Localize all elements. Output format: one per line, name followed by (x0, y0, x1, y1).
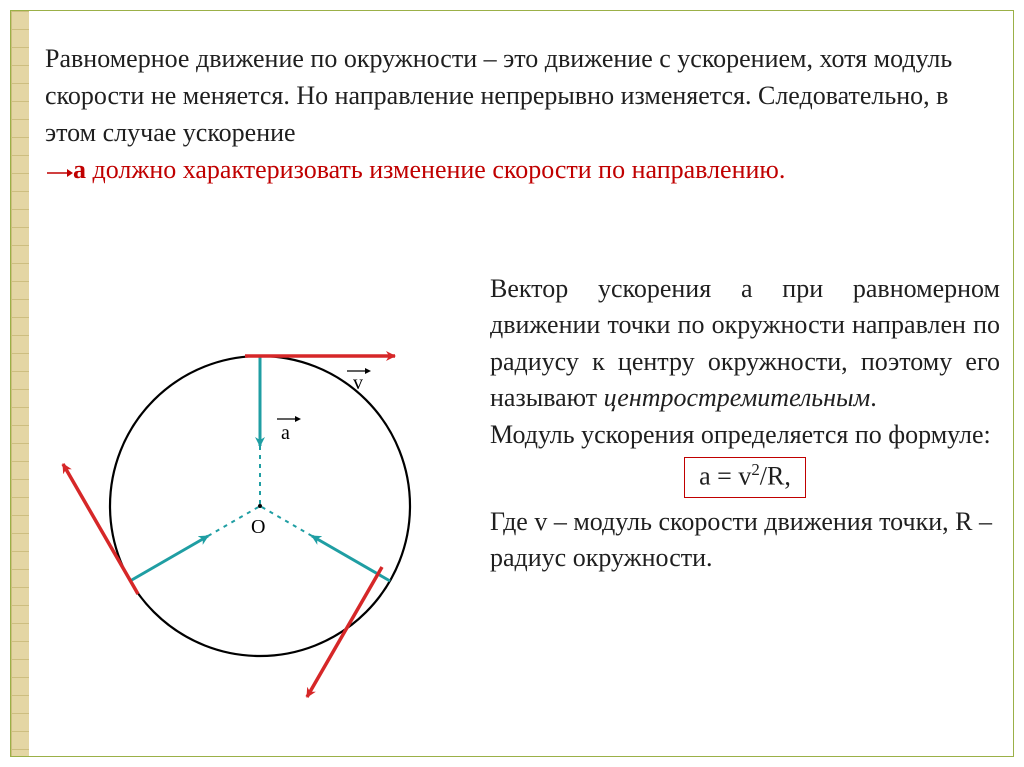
left-grid-strip (11, 11, 29, 756)
circle-diagram: O v (45, 271, 475, 741)
para2: Вектор ускорения а при равномерном движе… (490, 271, 1000, 417)
intro-text-c: должно характеризовать изменение скорост… (86, 155, 785, 184)
a-label: a (281, 422, 290, 444)
para3: Модуль ускорения определяется по формуле… (490, 417, 1000, 453)
para4: Где v – модуль скорости движения точки, … (490, 504, 1000, 577)
v-label: v (353, 372, 363, 394)
intro-paragraph: Равномерное движение по окружности – это… (45, 41, 985, 189)
vector-arrow-a-icon (45, 166, 73, 180)
formula-wrap: а = v2/R, (490, 457, 1000, 498)
para2-italic: центростремительным (604, 383, 871, 412)
content-area: Равномерное движение по окружности – это… (45, 41, 993, 189)
v-label-group: v (347, 368, 371, 394)
velocity-vec-2 (63, 464, 138, 594)
page-frame: Равномерное движение по окружности – это… (10, 10, 1014, 757)
right-text-block: Вектор ускорения а при равномерном движе… (490, 271, 1000, 577)
velocity-vec-3 (307, 567, 382, 697)
intro-vector-a: а (73, 155, 86, 184)
intro-emphasis: а должно характеризовать изменение скоро… (45, 155, 785, 184)
acceleration-vec-2 (130, 536, 208, 581)
diagram-svg: O v (45, 271, 475, 741)
intro-text-a: Равномерное движение по окружности – это… (45, 44, 952, 147)
formula-box: а = v2/R, (684, 457, 806, 498)
center-label: O (251, 516, 265, 538)
a-label-group: a (277, 416, 301, 444)
para2-end: . (870, 383, 877, 412)
radius-dash-3 (260, 506, 312, 536)
